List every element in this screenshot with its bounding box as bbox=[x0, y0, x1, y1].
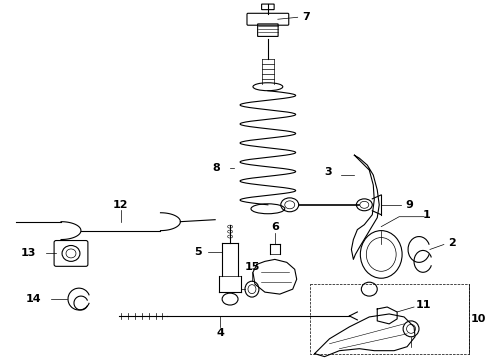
Text: 9: 9 bbox=[405, 200, 413, 210]
Text: 8: 8 bbox=[212, 163, 220, 173]
Text: 5: 5 bbox=[195, 247, 202, 257]
Text: 6: 6 bbox=[271, 222, 279, 231]
Text: 15: 15 bbox=[245, 262, 260, 272]
Text: 3: 3 bbox=[324, 167, 332, 177]
Text: 13: 13 bbox=[21, 248, 36, 258]
Text: 4: 4 bbox=[216, 328, 224, 338]
Text: 12: 12 bbox=[113, 200, 128, 210]
Text: 11: 11 bbox=[415, 300, 431, 310]
Text: 1: 1 bbox=[423, 210, 431, 220]
Text: 7: 7 bbox=[302, 12, 310, 22]
Text: 2: 2 bbox=[448, 238, 456, 248]
Text: 14: 14 bbox=[25, 294, 41, 304]
Text: 10: 10 bbox=[471, 314, 487, 324]
